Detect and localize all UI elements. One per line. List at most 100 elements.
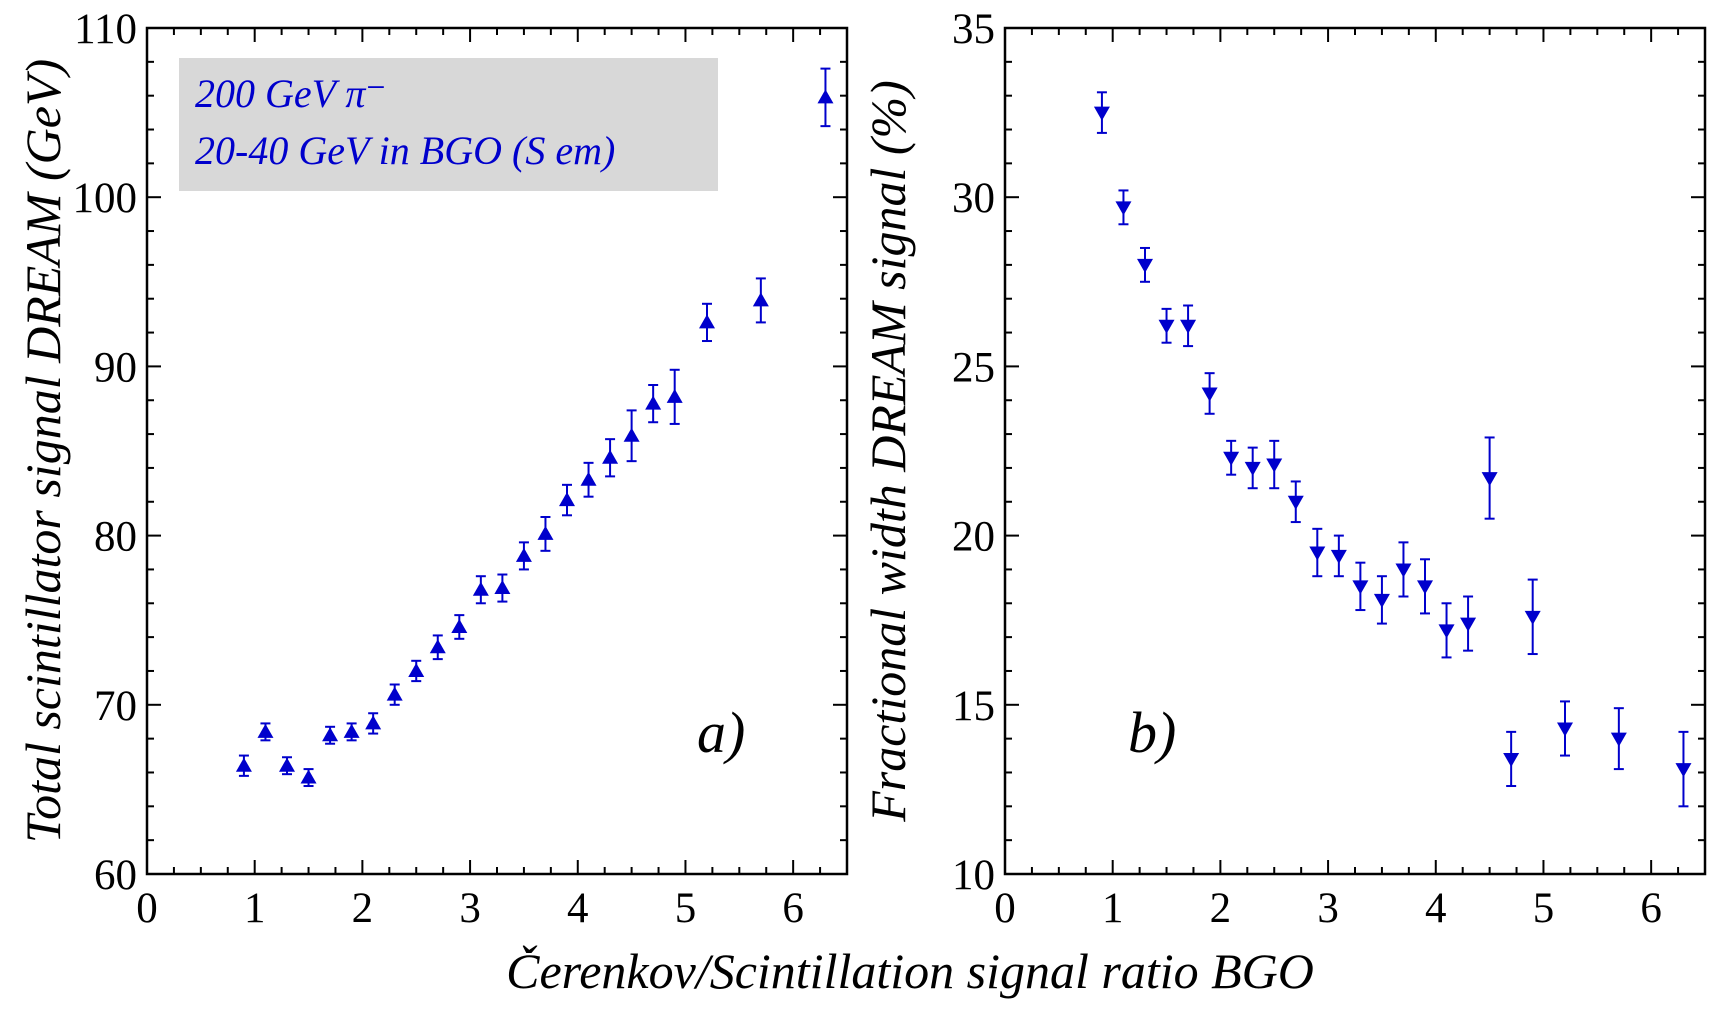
triangle-down-marker <box>1244 461 1261 476</box>
triangle-up-marker <box>623 427 640 442</box>
panel-a-data <box>235 67 834 788</box>
triangle-down-marker <box>1557 722 1573 737</box>
x-tick-label: 1 <box>244 885 266 932</box>
data-point <box>1180 304 1197 348</box>
data-point <box>1438 602 1455 659</box>
triangle-up-marker <box>752 292 769 307</box>
data-point <box>1309 527 1326 578</box>
triangle-down-marker <box>1137 258 1153 273</box>
y-tick-label: 25 <box>952 344 995 391</box>
data-point <box>322 725 339 745</box>
x-tick-label: 1 <box>1102 885 1124 932</box>
x-tick-label: 6 <box>1640 885 1662 932</box>
data-point <box>235 754 252 777</box>
data-point <box>1158 307 1175 344</box>
triangle-up-marker <box>451 618 468 633</box>
triangle-up-marker <box>699 314 715 329</box>
triangle-up-marker <box>472 581 489 596</box>
y-tick-label: 100 <box>73 175 138 222</box>
triangle-up-marker <box>580 471 597 486</box>
data-point <box>429 634 446 661</box>
triangle-down-marker <box>1223 451 1240 466</box>
triangle-down-marker <box>1395 563 1412 578</box>
triangle-up-marker <box>559 492 575 507</box>
panel-a-tag: a) <box>697 700 745 765</box>
triangle-down-marker <box>1373 593 1390 608</box>
triangle-down-marker <box>1093 106 1110 121</box>
data-point <box>451 614 468 640</box>
data-point <box>472 575 489 605</box>
triangle-down-marker <box>1287 495 1304 510</box>
triangle-up-marker <box>322 727 339 742</box>
data-point <box>1460 595 1477 652</box>
triangle-down-marker <box>1158 319 1175 334</box>
panel-b-axes: 0 1 2 3 4 5 6 10 15 20 25 30 35 <box>952 6 1706 932</box>
triangle-up-marker <box>429 639 446 654</box>
panel-b-frame <box>1003 26 1707 876</box>
triangle-down-marker <box>1524 610 1541 625</box>
triangle-down-marker <box>1460 617 1477 632</box>
data-point <box>1417 558 1433 615</box>
triangle-up-marker <box>386 686 403 701</box>
triangle-up-marker <box>602 449 619 464</box>
data-point <box>1481 436 1498 520</box>
triangle-up-marker <box>343 723 360 738</box>
data-point <box>559 483 575 517</box>
panel-a-axes: 0 1 2 3 4 5 6 60 70 80 90 100 110 <box>73 6 848 932</box>
data-point <box>1223 439 1240 476</box>
data-point <box>1330 534 1347 578</box>
data-point <box>1115 189 1132 226</box>
data-point <box>645 384 662 424</box>
data-point <box>1093 91 1110 134</box>
data-point <box>1201 372 1218 415</box>
legend-line-1: 200 GeV π⁻ <box>195 71 387 116</box>
x-tick-label: 4 <box>1425 885 1447 932</box>
data-point <box>386 683 403 706</box>
triangle-down-marker <box>1675 763 1692 778</box>
y-tick-label: 15 <box>952 683 995 730</box>
data-point <box>1675 730 1692 808</box>
x-tick-label: 3 <box>1317 885 1339 932</box>
panel-a-ylabel: Total scintillator signal DREAM (GeV) <box>15 59 71 843</box>
triangle-down-marker <box>1330 549 1347 564</box>
data-point <box>279 756 295 776</box>
triangle-up-marker <box>537 525 554 540</box>
triangle-up-marker <box>300 769 317 784</box>
x-tick-label: 5 <box>1533 885 1555 932</box>
x-tick-label: 0 <box>994 885 1016 932</box>
y-tick-label: 30 <box>952 175 995 222</box>
data-point <box>699 302 715 343</box>
data-point <box>343 722 360 742</box>
legend-line-2: 20-40 GeV in BGO (S em) <box>195 128 615 173</box>
data-point <box>666 368 683 425</box>
x-tick-label: 4 <box>567 885 589 932</box>
triangle-down-marker <box>1352 580 1369 595</box>
y-tick-label: 80 <box>94 514 137 561</box>
triangle-up-marker <box>257 723 274 738</box>
data-point <box>817 67 834 128</box>
triangle-down-marker <box>1610 732 1627 747</box>
triangle-up-marker <box>645 395 662 410</box>
triangle-down-marker <box>1201 387 1218 402</box>
data-point <box>1287 480 1304 524</box>
x-tick-label: 3 <box>459 885 481 932</box>
y-tick-label: 110 <box>74 6 137 53</box>
triangle-up-marker <box>515 547 532 562</box>
x-axis-title: Čerenkov/Scintillation signal ratio BGO <box>506 943 1314 999</box>
triangle-down-marker <box>1481 472 1498 487</box>
panel-b-tag: b) <box>1128 700 1176 765</box>
x-tick-label: 6 <box>782 885 804 932</box>
triangle-up-marker <box>279 757 295 772</box>
triangle-up-marker <box>666 388 683 403</box>
data-point <box>537 515 554 552</box>
data-point <box>1352 561 1369 612</box>
triangle-up-marker <box>365 715 382 730</box>
data-point <box>1610 707 1627 771</box>
data-point <box>300 768 317 788</box>
data-point <box>1395 541 1412 598</box>
triangle-up-marker <box>817 89 834 104</box>
triangle-down-marker <box>1115 201 1132 216</box>
data-point <box>602 438 619 478</box>
